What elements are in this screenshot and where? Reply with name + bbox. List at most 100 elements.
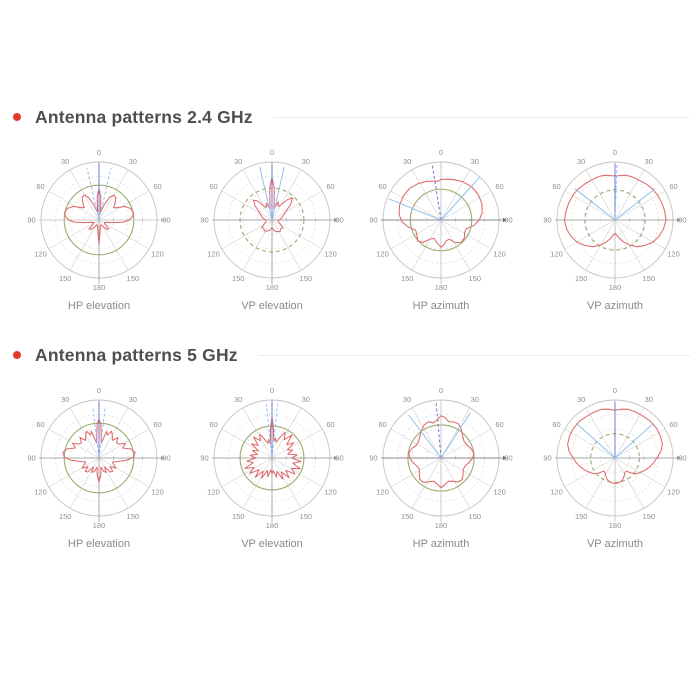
beam-line [431, 165, 442, 221]
angle-label: 30 [471, 157, 479, 166]
beam-line [265, 404, 273, 459]
angle-label: 120 [667, 487, 680, 496]
beam-line [388, 198, 442, 221]
chart-caption: VP elevation [241, 538, 303, 550]
antenna-pattern-trace [398, 178, 483, 248]
angle-label: 30 [302, 157, 310, 166]
section-header-2g4: Antenna patterns 2.4 GHz [0, 104, 700, 130]
angle-label: 60 [378, 182, 386, 191]
beam-line [614, 188, 656, 221]
angle-label: 30 [645, 157, 653, 166]
angle-label: 180 [266, 521, 279, 530]
chart-cell: 0 30 60 90 120 150 180 150 120 90 60 30 HP elevation [6, 148, 192, 312]
angle-label: 60 [326, 182, 334, 191]
angle-label: 30 [577, 157, 585, 166]
angle-label: 120 [550, 487, 563, 496]
angle-label: 150 [575, 512, 588, 521]
angle-label: 0 [439, 148, 443, 157]
angle-label: 30 [403, 395, 411, 404]
angle-label: 120 [34, 249, 47, 258]
angle-label: 120 [207, 249, 220, 258]
angle-label: 30 [234, 157, 242, 166]
polar-chart: 0 30 60 90 120 150 180 150 120 90 60 30 [543, 148, 686, 292]
chart-caption: VP azimuth [586, 300, 644, 312]
angle-label: 30 [577, 395, 585, 404]
antenna-pattern-trace [408, 415, 475, 489]
chart-caption: HP azimuth [412, 300, 470, 312]
angle-label: 30 [61, 395, 69, 404]
angle-label: 150 [300, 512, 313, 521]
chart-cell: 0 30 60 90 120 150 180 150 120 90 60 30 VP elevation [192, 148, 352, 312]
angle-label: 90 [335, 216, 343, 225]
angle-label: 150 [643, 512, 656, 521]
angle-label: 150 [401, 274, 414, 283]
beam-line [98, 406, 106, 459]
angle-label: 120 [151, 249, 164, 258]
bullet-icon [13, 113, 21, 121]
section-5g: Antenna patterns 5 GHz 0 30 60 90 120 150 180 1… [0, 342, 700, 550]
angle-label: 180 [609, 521, 622, 530]
angle-label: 150 [59, 274, 72, 283]
charts-row-5g: 0 30 60 90 120 150 180 150 120 90 60 30 HP elevation… [0, 386, 700, 550]
section-rule [257, 354, 690, 356]
angle-label: 0 [439, 386, 443, 395]
angle-label: 90 [27, 216, 35, 225]
charts-row-2g4: 0 30 60 90 120 150 180 150 120 90 60 30 HP elevation… [0, 148, 700, 312]
beam-line [408, 414, 442, 459]
angle-label: 90 [335, 454, 343, 463]
bullet-icon [13, 351, 21, 359]
section-title-5g: Antenna patterns 5 GHz [35, 344, 238, 365]
angle-label: 60 [669, 182, 677, 191]
angle-label: 90 [543, 216, 551, 225]
angle-label: 150 [59, 512, 72, 521]
angle-label: 0 [613, 148, 617, 157]
polar-chart: 0 30 60 90 120 150 180 150 120 90 60 30 [369, 148, 512, 292]
beam-line [435, 403, 442, 459]
angle-label: 0 [97, 148, 101, 157]
chart-cell: 0 30 60 90 120 150 180 150 120 90 60 30 VP azimuth [530, 148, 700, 312]
angle-label: 0 [613, 386, 617, 395]
chart-cell: 0 30 60 90 120 150 180 150 120 90 60 30 HP azimuth [352, 386, 530, 550]
angle-label: 30 [129, 395, 137, 404]
beam-line [92, 406, 100, 459]
angle-label: 150 [232, 512, 245, 521]
chart-cell: 0 30 60 90 120 150 180 150 120 90 60 30 VP azimuth [530, 386, 700, 550]
polar-chart: 0 30 60 90 120 150 180 150 120 90 60 30 [27, 148, 170, 292]
angle-label: 90 [504, 454, 512, 463]
angle-label: 90 [543, 454, 551, 463]
angle-label: 180 [93, 521, 106, 530]
angle-label: 60 [326, 420, 334, 429]
angle-label: 60 [378, 420, 386, 429]
angle-label: 90 [678, 216, 686, 225]
angle-label: 90 [678, 454, 686, 463]
beam-line [574, 188, 616, 221]
angle-label: 120 [550, 249, 563, 258]
axis-arrow-icon [334, 455, 338, 461]
angle-label: 60 [209, 420, 217, 429]
angle-label: 180 [93, 283, 106, 292]
chart-cell: 0 30 60 90 120 150 180 150 120 90 60 30 HP elevation [6, 386, 192, 550]
angle-label: 150 [469, 274, 482, 283]
angle-label: 180 [435, 283, 448, 292]
polar-chart: 0 30 60 90 120 150 180 150 120 90 60 30 [200, 386, 343, 530]
beam-line [86, 167, 100, 221]
angle-label: 30 [471, 395, 479, 404]
polar-chart: 0 30 60 90 120 150 180 150 120 90 60 30 [543, 386, 686, 530]
angle-label: 60 [36, 182, 44, 191]
angle-label: 60 [552, 420, 560, 429]
chart-caption: VP azimuth [586, 538, 644, 550]
beam-line [440, 412, 471, 459]
polar-chart: 0 30 60 90 120 150 180 150 120 90 60 30 [200, 148, 343, 292]
section-title-2g4: Antenna patterns 2.4 GHz [35, 106, 253, 127]
angle-label: 120 [207, 487, 220, 496]
angle-label: 0 [97, 386, 101, 395]
chart-caption: VP elevation [241, 300, 303, 312]
angle-label: 150 [232, 274, 245, 283]
angle-label: 150 [643, 274, 656, 283]
chart-cell: 0 30 60 90 120 150 180 150 120 90 60 30 HP azimuth [352, 148, 530, 312]
angle-label: 60 [495, 420, 503, 429]
angle-label: 120 [493, 249, 506, 258]
angle-label: 60 [495, 182, 503, 191]
angle-label: 60 [209, 182, 217, 191]
